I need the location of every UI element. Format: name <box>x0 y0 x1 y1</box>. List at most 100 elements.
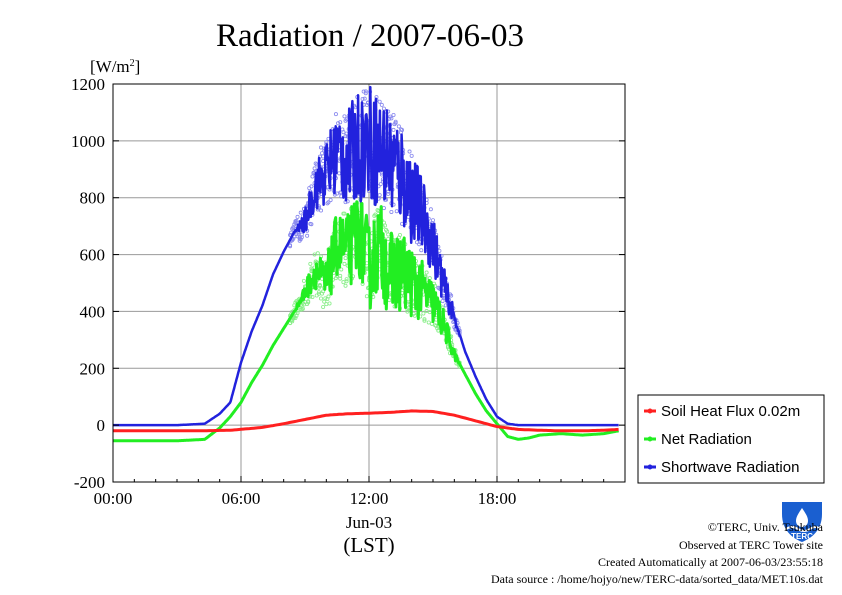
net-radiation-scatter-point <box>327 301 332 306</box>
net-radiation-scatter-point <box>412 313 417 318</box>
shortwave-scatter-point <box>377 99 382 104</box>
net-radiation-scatter-point <box>324 302 329 307</box>
shortwave-scatter-point <box>389 209 394 214</box>
shortwave-scatter-point <box>419 248 424 253</box>
net-radiation-scatter-point <box>323 296 328 301</box>
net-radiation-scatter-point <box>343 283 348 288</box>
y-tick-label: -200 <box>74 473 105 492</box>
shortwave-scatter-point <box>299 235 304 240</box>
series-line-1 <box>112 200 620 443</box>
y-tick-label: 0 <box>97 416 106 435</box>
chart-title: Radiation / 2007-06-03 <box>216 18 524 54</box>
shortwave-scatter-point <box>360 96 365 101</box>
shortwave-scatter-point <box>341 130 346 135</box>
net-radiation-scatter-point <box>342 261 347 266</box>
net-radiation-scatter-point <box>310 295 315 300</box>
shortwave-scatter-point <box>309 184 314 189</box>
shortwave-scatter-point <box>309 222 314 227</box>
shortwave-scatter-point <box>396 124 401 129</box>
shortwave-scatter-point <box>386 189 391 194</box>
net-radiation-scatter-point <box>321 289 326 294</box>
net-radiation-scatter-point <box>320 291 325 296</box>
logo-text: TERC <box>791 532 813 541</box>
net-radiation-scatter-point <box>405 309 410 314</box>
y-axis-unit-main: [W/m <box>90 57 130 76</box>
net-radiation-scatter-point <box>424 270 429 275</box>
y-tick-label: 1000 <box>71 132 105 151</box>
shortwave-scatter-point <box>409 153 414 158</box>
x-tick-label: 18:00 <box>478 489 517 508</box>
shortwave-scatter-point <box>407 149 412 154</box>
net-radiation-scatter-point <box>343 256 348 261</box>
created-timestamp-text: Created Automatically at 2007-06-03/23:5… <box>598 555 823 569</box>
shortwave-scatter-point <box>393 120 398 125</box>
net-radiation-scatter-point <box>322 299 327 304</box>
shortwave-scatter-point <box>328 198 333 203</box>
terc-logo: TERC <box>782 502 822 542</box>
legend-items: Soil Heat Flux 0.02m Net Radiation Shortwa… <box>644 403 800 476</box>
net-radiation-scatter-point <box>318 296 323 301</box>
logo-drop-icon <box>796 508 808 527</box>
legend-marker <box>647 436 653 442</box>
net-radiation-scatter-point <box>421 311 426 316</box>
shortwave-scatter-point <box>394 209 399 214</box>
shortwave-scatter-point <box>381 106 386 111</box>
shortwave-scatter-point <box>336 121 341 126</box>
y-axis-unit-label: [W/m2] <box>90 57 140 76</box>
legend-label: Shortwave Radiation <box>661 459 799 476</box>
shortwave-scatter-point <box>337 171 342 176</box>
shortwave-scatter-point <box>428 207 433 212</box>
legend-marker <box>647 408 653 414</box>
x-tick-label: 00:00 <box>94 489 133 508</box>
y-tick-label: 600 <box>80 246 106 265</box>
shortwave-scatter-point <box>449 293 454 298</box>
y-tick-label: 400 <box>80 302 106 321</box>
shortwave-scatter-point <box>440 299 445 304</box>
net-radiation-scatter-point <box>326 294 331 299</box>
net-radiation-scatter-point <box>308 261 313 266</box>
shortwave-scatter-point <box>391 113 396 118</box>
net-radiation-scatter-point <box>338 276 343 281</box>
shortwave-scatter-point <box>294 218 299 223</box>
x-axis-ticks: 00:00 06:00 12:00 18:00 <box>94 476 605 508</box>
net-radiation-scatter-point <box>317 282 322 287</box>
net-radiation-scatter-point <box>373 212 378 217</box>
legend-box <box>637 394 825 484</box>
shortwave-scatter-point <box>386 191 391 196</box>
shortwave-scatter-point <box>318 145 323 150</box>
shortwave-scatter-point <box>318 208 323 213</box>
net-radiation-scatter-point <box>422 318 427 323</box>
shortwave-scatter-point <box>363 91 368 96</box>
net-radiation-scatter-point <box>382 223 387 228</box>
shortwave-scatter-point <box>391 127 396 132</box>
y-tick-label: 800 <box>80 189 106 208</box>
shortwave-scatter-point <box>379 102 384 107</box>
shortwave-scatter-point <box>338 120 343 125</box>
y-tick-label: 1200 <box>71 75 105 94</box>
net-radiation-scatter-point <box>315 251 320 256</box>
series-line-2 <box>112 85 620 427</box>
shortwave-scatter-point <box>305 233 310 238</box>
logo-wave-icon <box>785 526 821 532</box>
copyright-text: ©TERC, Univ. Tsukuba <box>708 520 824 534</box>
legend-marker <box>647 464 653 470</box>
observation-site-text: Observed at TERC Tower site <box>679 538 823 552</box>
x-tick-label: 06:00 <box>222 489 261 508</box>
shortwave-scatter-point <box>381 206 386 211</box>
shortwave-scatter-point <box>363 89 368 94</box>
net-radiation-scatter-point <box>342 211 347 216</box>
net-radiation-scatter-point <box>339 267 344 272</box>
net-radiation-scatter-point <box>386 236 391 241</box>
y-axis-unit-end: ] <box>135 57 141 76</box>
net-radiation-scatter-point <box>422 317 427 322</box>
shortwave-scatter-point <box>362 96 367 101</box>
x-axis-date-label: Jun-03 <box>346 513 392 532</box>
series-lines <box>112 85 620 443</box>
shortwave-scatter-point <box>430 218 435 223</box>
y-tick-label: 200 <box>80 359 106 378</box>
shortwave-scatter-point <box>295 214 300 219</box>
shortwave-scatter-point <box>297 235 302 240</box>
net-radiation-scatter-point <box>397 233 402 238</box>
net-radiation-scatter-point <box>295 311 300 316</box>
